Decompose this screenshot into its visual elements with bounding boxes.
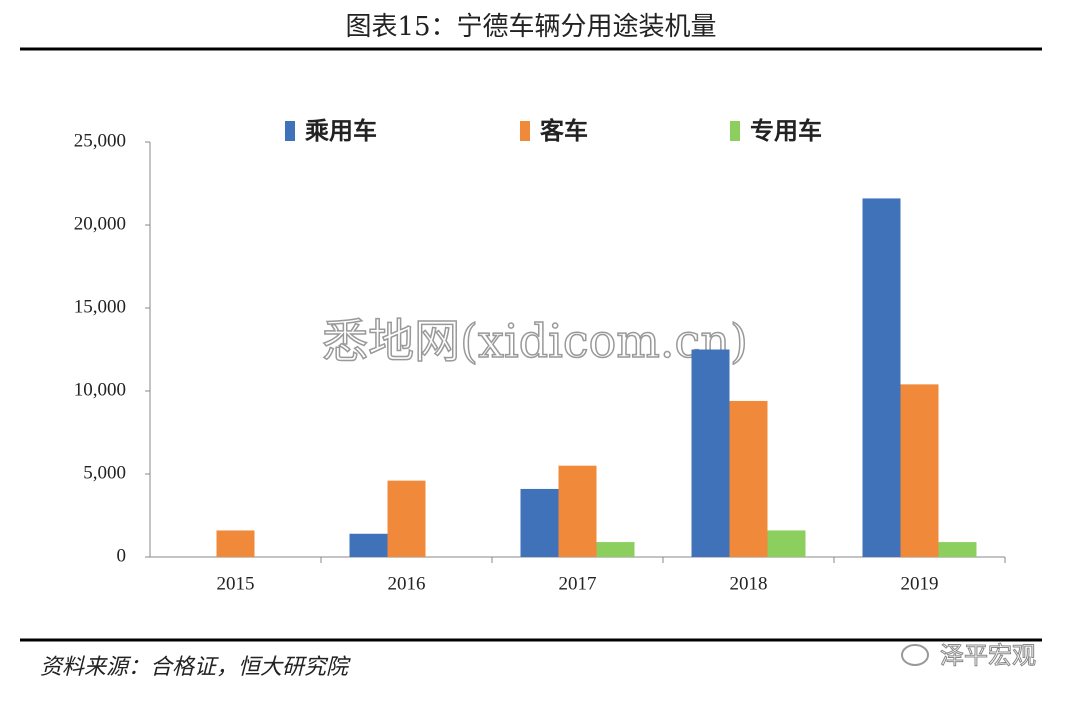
badge-icon <box>901 644 929 666</box>
bar <box>349 533 388 557</box>
bar <box>900 384 939 557</box>
bar <box>862 198 901 557</box>
x-tick-label: 2017 <box>559 573 597 594</box>
badge-text: 泽平宏观 <box>940 642 1036 670</box>
x-tick-label: 2016 <box>388 573 426 594</box>
bar <box>938 542 977 557</box>
bar <box>387 480 426 557</box>
legend-swatch <box>520 121 530 141</box>
source-note: 资料来源：合格证，恒大研究院 <box>40 655 351 680</box>
bar <box>691 349 730 557</box>
bar <box>216 530 255 557</box>
y-tick-label: 0 <box>117 545 127 566</box>
legend-label: 专用车 <box>750 117 822 145</box>
chart-title: 图表15：宁德车辆分用途装机量 <box>345 12 716 42</box>
legend-label: 乘用车 <box>304 117 377 145</box>
badge: 泽平宏观 <box>901 641 1037 670</box>
y-tick-label: 15,000 <box>74 296 126 317</box>
x-tick-label: 2018 <box>730 573 768 594</box>
y-tick-label: 25,000 <box>74 130 126 151</box>
watermark: 悉地网(xidicom.cn) <box>322 314 748 368</box>
legend-swatch <box>730 121 740 141</box>
legend-label: 客车 <box>540 117 588 145</box>
x-tick-label: 2015 <box>217 573 255 594</box>
legend-swatch <box>285 121 295 141</box>
y-tick-label: 5,000 <box>83 462 126 483</box>
y-tick-label: 20,000 <box>74 213 126 234</box>
x-tick-label: 2019 <box>901 573 939 594</box>
y-tick-label: 10,000 <box>74 379 126 400</box>
bar <box>520 488 559 557</box>
bar <box>729 400 768 557</box>
bar <box>767 530 806 557</box>
bar <box>596 542 635 557</box>
bar <box>558 465 597 557</box>
